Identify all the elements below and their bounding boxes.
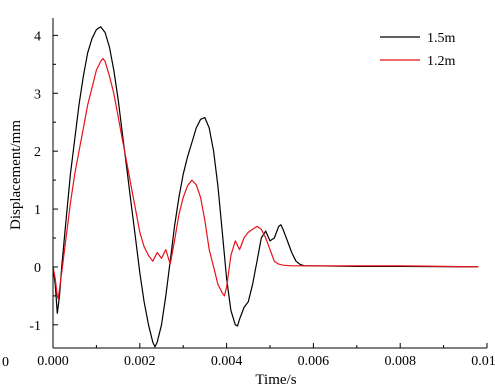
x-tick-label: 0.004 <box>211 354 243 369</box>
legend-label-1.5m: 1.5m <box>427 31 456 46</box>
corner-label: 0 <box>2 355 9 370</box>
y-tick-label: 3 <box>34 87 41 102</box>
axes-layer: 0.000 0.002 0.004 0.006 0.008 0.010 -1 0 1 2 3 4 <box>29 18 495 369</box>
y-tick-label: 4 <box>34 29 41 44</box>
series-line-1.2m <box>52 57 479 300</box>
x-tick-label: 0.002 <box>124 354 156 369</box>
y-tick-label: -1 <box>29 319 41 334</box>
y-axis-title: Displacement/mm <box>8 120 24 230</box>
series-line-1.5m <box>52 26 479 348</box>
x-tick-label: 0.010 <box>471 354 495 369</box>
y-tick-label: 0 <box>34 261 41 276</box>
x-tick-label: 0.008 <box>384 354 416 369</box>
x-axis-title: Time/s <box>255 372 296 387</box>
x-tick-label: 0.006 <box>298 354 330 369</box>
y-tick-label: 2 <box>34 145 41 160</box>
legend-label-1.2m: 1.2m <box>427 54 456 69</box>
series-layer <box>52 26 479 348</box>
x-tick-label: 0.000 <box>37 354 69 369</box>
y-tick-label: 1 <box>34 203 41 218</box>
legend: 1.5m 1.2m <box>380 31 456 69</box>
